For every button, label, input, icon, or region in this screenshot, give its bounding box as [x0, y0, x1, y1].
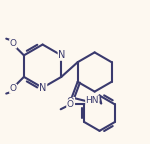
Text: O: O: [10, 39, 17, 48]
Text: N: N: [39, 83, 47, 93]
Text: O: O: [10, 84, 17, 93]
Text: O: O: [67, 100, 74, 109]
Text: HN: HN: [86, 96, 99, 105]
Text: O: O: [67, 97, 75, 107]
Text: N: N: [58, 50, 66, 60]
